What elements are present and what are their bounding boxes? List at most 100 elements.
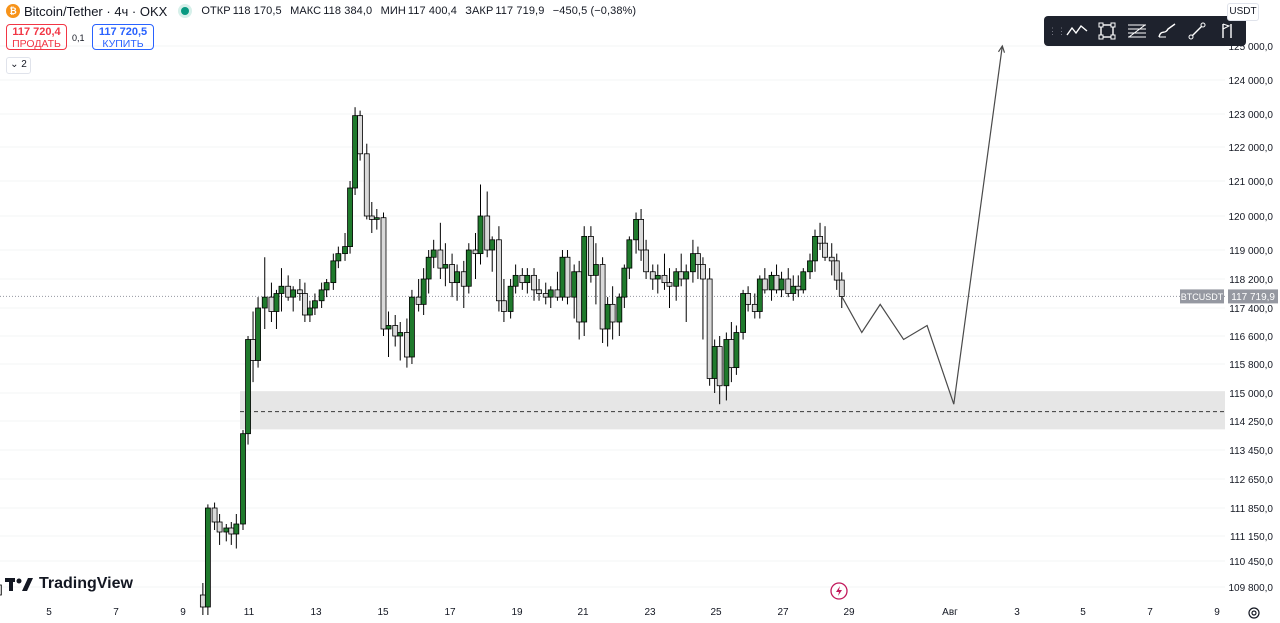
candle-79 — [633, 212, 639, 254]
candle-55 — [496, 226, 502, 312]
candle-37 — [392, 315, 399, 347]
candle-6 — [216, 514, 223, 545]
candle-74 — [604, 297, 611, 347]
line-tool-button[interactable] — [1062, 16, 1092, 46]
candle-body-61 — [531, 274, 537, 291]
buy-label: КУПИТЬ — [102, 38, 144, 50]
candle-72 — [593, 243, 599, 305]
measure-tool-button[interactable] — [1212, 16, 1242, 46]
candle-26 — [330, 253, 337, 290]
symbol-tag-bg — [1180, 289, 1224, 304]
candle-body-21 — [301, 293, 308, 316]
candle-body-62 — [536, 289, 542, 294]
candle-body-46 — [442, 264, 449, 269]
candle-body-87 — [678, 271, 685, 280]
indicators-count: 2 — [21, 59, 27, 70]
trendline-tool-button[interactable] — [1182, 16, 1212, 46]
candle-body-88 — [683, 271, 690, 280]
arrow-head-path — [997, 44, 1006, 53]
candle-body-74 — [604, 303, 611, 330]
fib-icon — [1128, 24, 1146, 38]
x-tick-label-15: 5 — [1080, 607, 1086, 618]
candle-body-79 — [633, 218, 639, 241]
market-status-icon[interactable] — [181, 7, 190, 15]
settings-icon[interactable] — [1247, 606, 1261, 620]
candle-body-35 — [380, 217, 387, 330]
x-tick-label-3: 11 — [244, 607, 255, 618]
candle-body-3 — [199, 594, 206, 608]
candle-99 — [745, 286, 752, 312]
candle-body-65 — [554, 289, 561, 298]
candle-57 — [507, 279, 514, 319]
ohlc-low: 117 400,4 — [407, 5, 457, 17]
candle-body-9 — [233, 523, 240, 535]
candle-body-6 — [216, 521, 223, 533]
sell-label: ПРОДАТЬ — [12, 38, 61, 50]
sell-button[interactable]: 117 720,4 ПРОДАТЬ — [6, 24, 67, 50]
ohlc-close: 117 719,9 — [495, 5, 545, 17]
candle-78 — [626, 236, 633, 279]
candle-body-47 — [449, 264, 455, 284]
candle-body-13 — [255, 307, 261, 361]
candle-body-109 — [800, 271, 807, 291]
candle-body-83 — [654, 274, 661, 280]
symbol-title[interactable]: Bitcoin/Tether · 4ч · OKX — [24, 3, 168, 19]
candle-body-80 — [638, 218, 644, 251]
measure-icon — [1222, 23, 1232, 38]
candle-body-33 — [368, 215, 375, 220]
candle-body-55 — [496, 239, 502, 302]
brush-tool-button[interactable] — [1152, 16, 1182, 46]
candle-29 — [347, 181, 353, 254]
candle-body-89 — [690, 253, 696, 273]
candle-body-96 — [728, 339, 735, 369]
candle-body-30 — [352, 115, 358, 189]
x-tick-label-5: 15 — [377, 607, 389, 618]
candle-body-40 — [409, 296, 415, 358]
candle-body-4 — [204, 507, 211, 608]
candle-body-104 — [773, 274, 780, 291]
drag-handle-icon[interactable]: ⋮⋮ — [1048, 25, 1066, 36]
ohlc-readout: ОТКР 118 170,5 МАКС 118 384,0 МИН 117 400,4… — [201, 5, 638, 17]
last-price-tag: BTCUSDT 117 719,9 — [1180, 289, 1278, 304]
candle-body-2 — [0, 584, 2, 596]
candle-body-97 — [733, 332, 740, 369]
y-tick-label-3: 122 000,0 — [1229, 143, 1274, 154]
candle-3 — [199, 583, 206, 615]
candle-body-67 — [564, 256, 571, 298]
candle-body-36 — [385, 325, 392, 330]
currency-selector[interactable]: USDT — [1227, 3, 1259, 21]
candle-body-18 — [285, 285, 292, 298]
candle-body-103 — [768, 274, 775, 291]
indicators-toggle[interactable]: ⌄ 2 — [6, 57, 31, 74]
spread-value: 0,1 — [72, 33, 85, 43]
fib-tool-button[interactable] — [1122, 16, 1152, 46]
candle-61 — [531, 268, 537, 301]
candle-body-57 — [507, 285, 514, 312]
x-tick-label-9: 23 — [644, 607, 656, 618]
candle-35 — [380, 212, 387, 336]
candle-105 — [778, 271, 785, 298]
candle-76 — [616, 293, 623, 336]
candle-body-28 — [342, 246, 348, 255]
buy-button[interactable]: 117 720,5 КУПИТЬ — [92, 24, 154, 50]
candle-69 — [576, 260, 583, 340]
candle-13 — [255, 297, 261, 368]
candle-98 — [740, 289, 746, 340]
candle-112 — [817, 222, 823, 250]
candle-body-14 — [261, 296, 268, 309]
candle-body-8 — [228, 527, 235, 535]
candle-95 — [723, 332, 730, 401]
candle-8 — [228, 522, 235, 545]
candle-body-22 — [307, 307, 313, 316]
brush-icon — [1158, 23, 1176, 38]
candle-42 — [420, 268, 427, 315]
candle-body-32 — [363, 153, 370, 217]
x-tick-label-8: 21 — [577, 607, 589, 618]
candle-body-102 — [761, 278, 768, 291]
candle-body-115 — [833, 260, 840, 281]
tradingview-logo[interactable]: TradingView — [5, 575, 133, 593]
candle-50 — [465, 243, 472, 294]
rectangle-tool-button[interactable] — [1092, 16, 1122, 46]
candle-body-16 — [273, 293, 280, 312]
